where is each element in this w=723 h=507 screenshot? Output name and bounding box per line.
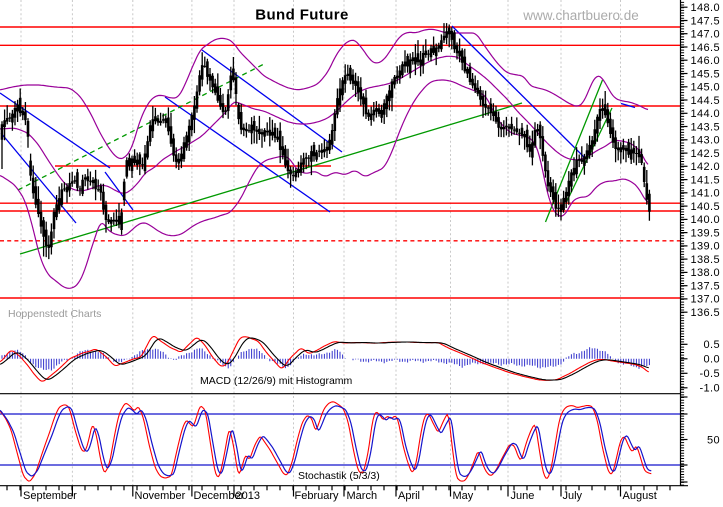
svg-text:137.0: 137.0	[690, 294, 720, 306]
svg-text:142.5: 142.5	[690, 148, 720, 160]
svg-text:143.5: 143.5	[690, 121, 720, 133]
svg-text:139.0: 139.0	[690, 241, 720, 253]
svg-text:Bund Future: Bund Future	[255, 7, 349, 24]
svg-text:139.5: 139.5	[690, 227, 720, 239]
svg-text:142.0: 142.0	[690, 161, 720, 173]
svg-text:www.chartbuero.de: www.chartbuero.de	[522, 8, 639, 23]
svg-text:September: September	[23, 490, 77, 502]
svg-text:138.0: 138.0	[690, 267, 720, 279]
svg-text:-0.5: -0.5	[699, 368, 720, 380]
svg-text:147.5: 147.5	[690, 15, 720, 27]
svg-text:MACD (12/26/9) mit Histogramm: MACD (12/26/9) mit Histogramm	[200, 375, 353, 387]
svg-text:August: August	[623, 490, 657, 502]
svg-text:145.0: 145.0	[690, 82, 720, 94]
svg-text:148.0: 148.0	[690, 2, 720, 14]
svg-text:143.0: 143.0	[690, 135, 720, 147]
svg-text:May: May	[453, 490, 474, 502]
svg-text:February: February	[295, 490, 340, 502]
svg-text:November: November	[135, 490, 186, 502]
svg-text:2013: 2013	[236, 490, 260, 502]
svg-text:0.5: 0.5	[704, 339, 721, 351]
svg-text:144.5: 144.5	[690, 95, 720, 107]
svg-text:136.5: 136.5	[690, 307, 720, 319]
svg-text:0.0: 0.0	[704, 354, 721, 366]
svg-text:July: July	[563, 490, 583, 502]
svg-text:April: April	[398, 490, 420, 502]
svg-text:140.0: 140.0	[690, 214, 720, 226]
svg-text:140.5: 140.5	[690, 201, 720, 213]
svg-text:147.0: 147.0	[690, 29, 720, 41]
svg-text:Stochastik (5/3/3): Stochastik (5/3/3)	[298, 470, 380, 482]
svg-text:-1.0: -1.0	[699, 383, 720, 395]
svg-text:50: 50	[707, 434, 720, 446]
svg-text:146.5: 146.5	[690, 42, 720, 54]
svg-text:141.0: 141.0	[690, 188, 720, 200]
svg-text:144.0: 144.0	[690, 108, 720, 120]
svg-text:145.5: 145.5	[690, 68, 720, 80]
svg-text:141.5: 141.5	[690, 174, 720, 186]
svg-text:Hoppenstedt Charts: Hoppenstedt Charts	[8, 308, 101, 320]
svg-text:December: December	[194, 490, 245, 502]
svg-text:138.5: 138.5	[690, 254, 720, 266]
svg-text:137.5: 137.5	[690, 280, 720, 292]
svg-text:146.0: 146.0	[690, 55, 720, 67]
svg-text:March: March	[347, 490, 378, 502]
svg-text:June: June	[511, 490, 535, 502]
